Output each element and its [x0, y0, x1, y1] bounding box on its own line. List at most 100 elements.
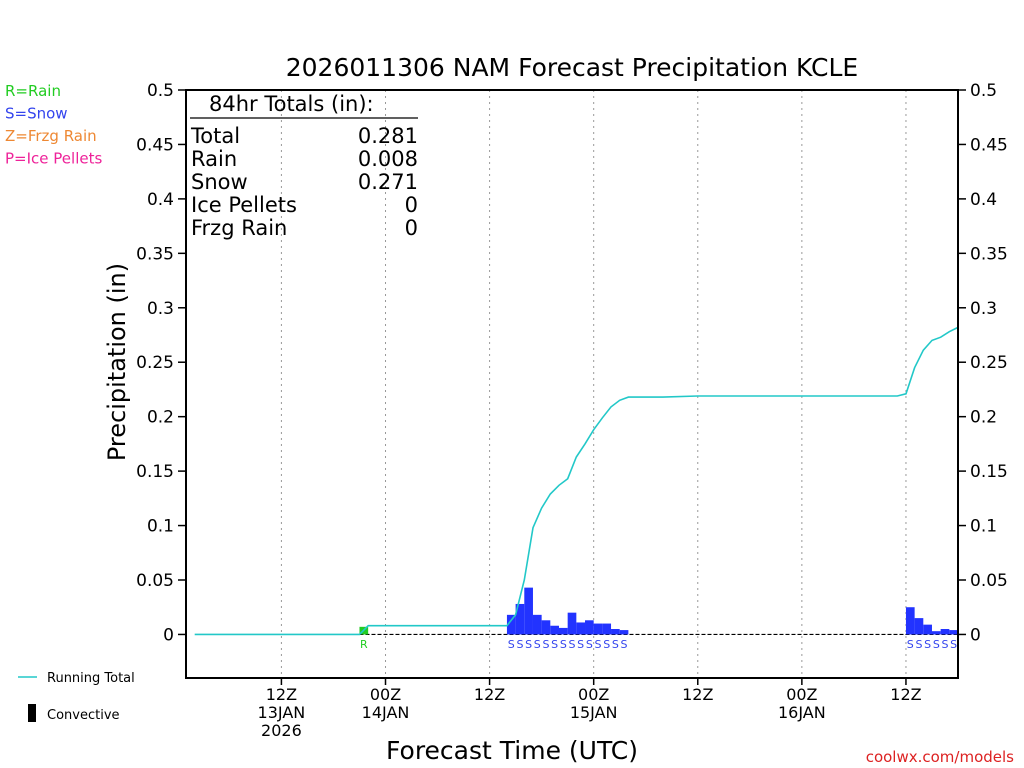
y-tick-label: 0.05 — [136, 571, 174, 591]
running-total-line — [194, 326, 959, 636]
credit-text: coolwx.com/models — [866, 748, 1014, 766]
precip-type-label: S — [569, 638, 576, 651]
y-tick-label-right: 0.25 — [970, 353, 1008, 373]
y-axis-title: Precipitation (in) — [103, 263, 131, 461]
precip-type-label: S — [534, 638, 541, 651]
x-tick-label: 2026 — [261, 721, 302, 740]
legend-type-entry: S=Snow — [5, 105, 68, 123]
x-tick-label: 00Z — [786, 685, 817, 704]
precip-type-label: S — [560, 638, 567, 651]
precip-type-label: S — [542, 638, 549, 651]
totals-label: Ice Pellets — [191, 193, 297, 217]
bar-snow — [593, 623, 603, 635]
y-tick-label: 0.1 — [147, 517, 174, 537]
x-tick-label: 16JAN — [778, 703, 826, 722]
totals-label: Frzg Rain — [191, 216, 287, 240]
bar-snow — [585, 620, 594, 635]
bar-snow — [515, 603, 525, 635]
bar-snow — [550, 625, 559, 635]
precip-type-label: S — [603, 638, 610, 651]
legend-type-entry: P=Ice Pellets — [5, 150, 102, 168]
bar-snow — [905, 607, 915, 635]
bar-snow — [931, 631, 941, 635]
y-tick-label: 0.35 — [136, 244, 174, 264]
convective-legend-swatch — [28, 704, 36, 722]
precip-type-label: S — [525, 638, 532, 651]
y-axis-left: 0 0.05 0.1 0.15 0.2 0.25 0.3 0.35 0.4 0.45 0.5 — [136, 81, 186, 645]
precip-type-label: S — [595, 638, 602, 651]
chart-title: 2026011306 NAM Forecast Precipitation KC… — [286, 53, 858, 82]
precip-type-label: S — [612, 638, 619, 651]
totals-table: 84hr Totals (in): Total 0.281 Rain 0.008 Sno… — [190, 92, 418, 240]
x-tick-label: 14JAN — [362, 703, 410, 722]
precip-type-label: S — [915, 638, 922, 651]
y-tick-label-right: 0.3 — [970, 299, 997, 319]
y-tick-label: 0.15 — [136, 462, 174, 482]
precip-type-label: S — [941, 638, 948, 651]
totals-label: Rain — [191, 147, 237, 171]
legend-type-entry: Z=Frzg Rain — [5, 127, 97, 145]
x-tick-label: 00Z — [370, 685, 401, 704]
bar-snow — [541, 620, 551, 635]
precip-type-label: R — [360, 638, 368, 651]
totals-value: 0 — [405, 216, 418, 240]
bar-snow — [532, 614, 542, 635]
y-axis-right: 0 0.05 0.1 0.15 0.2 0.25 0.3 0.35 0.4 0.45 0.5 — [958, 81, 1008, 645]
x-tick-label: 12Z — [266, 685, 297, 704]
precip-type-label: S — [516, 638, 523, 651]
x-axis-title: Forecast Time (UTC) — [386, 736, 638, 765]
bar-snow — [914, 618, 924, 635]
bar-snow — [524, 587, 533, 635]
bar-snow — [576, 622, 586, 635]
y-tick-label-right: 0.5 — [970, 81, 997, 101]
x-tick-label: 15JAN — [570, 703, 618, 722]
y-tick-label-right: 0.1 — [970, 517, 997, 537]
totals-value: 0.281 — [358, 124, 418, 148]
totals-label: Snow — [191, 170, 248, 194]
y-tick-label-right: 0.2 — [970, 408, 997, 428]
bar-snow — [567, 612, 577, 635]
bar-snow — [506, 614, 516, 635]
y-tick-label: 0.25 — [136, 353, 174, 373]
y-tick-label-right: 0 — [970, 625, 981, 645]
precip-type-label: S — [907, 638, 914, 651]
y-tick-label: 0.5 — [147, 81, 174, 101]
totals-label: Total — [190, 124, 240, 148]
bar-snow — [558, 627, 568, 635]
running-total-legend-label: Running Total — [47, 671, 135, 686]
x-tick-label: 12Z — [682, 685, 713, 704]
convective-legend-label: Convective — [47, 708, 120, 723]
x-tick-label: 00Z — [578, 685, 609, 704]
y-tick-label-right: 0.15 — [970, 462, 1008, 482]
y-tick-label: 0.2 — [147, 408, 174, 428]
precip-type-label: S — [924, 638, 931, 651]
precip-type-label: S — [577, 638, 584, 651]
totals-value: 0 — [405, 193, 418, 217]
y-tick-label: 0.3 — [147, 299, 174, 319]
x-tick-label: 12Z — [890, 685, 921, 704]
y-tick-label: 0.4 — [147, 190, 174, 210]
precip-type-label: S — [508, 638, 515, 651]
precip-type-label: S — [933, 638, 940, 651]
legend-type-entry: R=Rain — [5, 82, 61, 100]
precip-type-label: S — [551, 638, 558, 651]
precip-type-legend: R=Rain S=Snow Z=Frzg Rain P=Ice Pellets — [5, 82, 102, 168]
grid-lines — [280, 90, 907, 678]
totals-value: 0.271 — [358, 170, 418, 194]
totals-value: 0.008 — [358, 147, 418, 171]
totals-header: 84hr Totals (in): — [209, 92, 374, 116]
x-tick-label: 13JAN — [258, 703, 306, 722]
running-total-path — [194, 326, 959, 636]
bar-snow — [602, 623, 612, 635]
y-tick-label-right: 0.4 — [970, 190, 997, 210]
y-tick-label-right: 0.35 — [970, 244, 1008, 264]
y-tick-label-right: 0.45 — [970, 135, 1008, 155]
bar-snow — [949, 630, 958, 635]
precip-type-label: S — [586, 638, 593, 651]
bar-snow — [611, 629, 620, 635]
plot-frame — [185, 89, 959, 679]
bar-snow — [619, 630, 629, 635]
